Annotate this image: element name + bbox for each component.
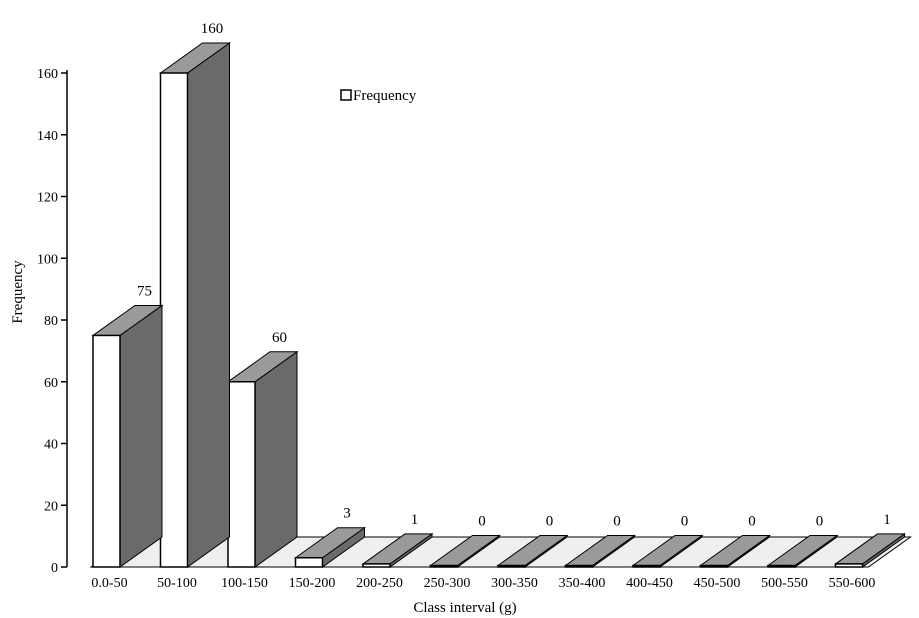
x-tick-label: 200-250: [356, 576, 403, 591]
bar-front: [294, 556, 324, 568]
bar-front: [227, 381, 256, 568]
y-tick-label: 0: [51, 561, 58, 576]
y-tick-label: 140: [37, 129, 58, 144]
x-tick-label: 50-100: [157, 576, 197, 591]
data-label: 3: [343, 506, 351, 522]
bar-side: [254, 350, 298, 568]
x-tick-label: 300-350: [491, 576, 538, 591]
x-tick-label: 350-400: [559, 576, 606, 591]
data-label: 0: [681, 514, 689, 530]
data-label: 60: [272, 330, 287, 346]
x-tick-label: 0.0-50: [91, 576, 127, 591]
bar-200-250: [361, 532, 434, 568]
legend-label: Frequency: [353, 88, 417, 104]
x-tick-labels: 0.0-50 50-100 100-150 150-200 200-250 250-300…: [91, 576, 875, 591]
data-label: 75: [137, 283, 152, 299]
x-tick-label: 100-150: [221, 576, 268, 591]
bar-front: [632, 564, 661, 568]
data-label: 0: [546, 514, 554, 530]
legend: Frequency: [340, 88, 417, 104]
data-label: 0: [816, 514, 824, 530]
bar-front: [92, 334, 121, 568]
bar-500-550: [766, 534, 839, 568]
bar-front: [497, 564, 526, 568]
x-tick-label: 500-550: [761, 576, 808, 591]
bar-front: [362, 563, 391, 568]
x-tick-label: 450-500: [694, 576, 741, 591]
bar-front: [834, 563, 864, 568]
y-tick-label: 160: [37, 67, 58, 82]
bar-front: [767, 564, 796, 568]
data-label: 0: [478, 514, 486, 530]
bars: [91, 42, 907, 568]
bar-front: [429, 564, 459, 568]
y-tick-label: 60: [44, 376, 58, 391]
data-label: 160: [201, 21, 224, 37]
data-label: 1: [883, 512, 891, 528]
bar-side: [119, 304, 163, 568]
y-tick-label: 40: [44, 438, 58, 453]
data-label: 0: [613, 514, 621, 530]
x-axis-label: Class interval (g): [413, 600, 516, 616]
x-tick-label: 400-450: [626, 576, 673, 591]
bar-front: [564, 564, 594, 568]
x-tick-label: 250-300: [424, 576, 471, 591]
bar-550-600: [833, 532, 907, 568]
bar-side: [187, 42, 230, 568]
bar-350-400: [563, 534, 637, 568]
legend-swatch: [340, 89, 352, 101]
y-tick-label: 100: [37, 252, 58, 267]
y-axis: 0 20 40 60 80 100 120 140 160: [37, 67, 68, 576]
bar-300-350: [496, 534, 569, 568]
y-axis-label: Frequency: [10, 260, 26, 324]
data-label: 1: [411, 512, 419, 528]
x-tick-label: 550-600: [829, 576, 876, 591]
data-labels: 75 160 60 3 1 0 0 0 0 0 0 1: [137, 21, 891, 530]
bar-150-200: [293, 526, 367, 568]
bar-100-150: [226, 350, 299, 568]
bar-50-100: [158, 42, 232, 568]
bar-450-500: [698, 534, 772, 568]
y-tick-label: 80: [44, 314, 58, 329]
bar-250-300: [428, 534, 502, 568]
data-label: 0: [748, 514, 756, 530]
bar-400-450: [631, 534, 704, 568]
bar-front: [699, 564, 729, 568]
y-tick-label: 20: [44, 499, 58, 514]
bar-0.0-50: [91, 304, 164, 568]
x-tick-label: 150-200: [289, 576, 336, 591]
y-tick-label: 120: [37, 191, 58, 206]
bar-front: [159, 72, 189, 568]
